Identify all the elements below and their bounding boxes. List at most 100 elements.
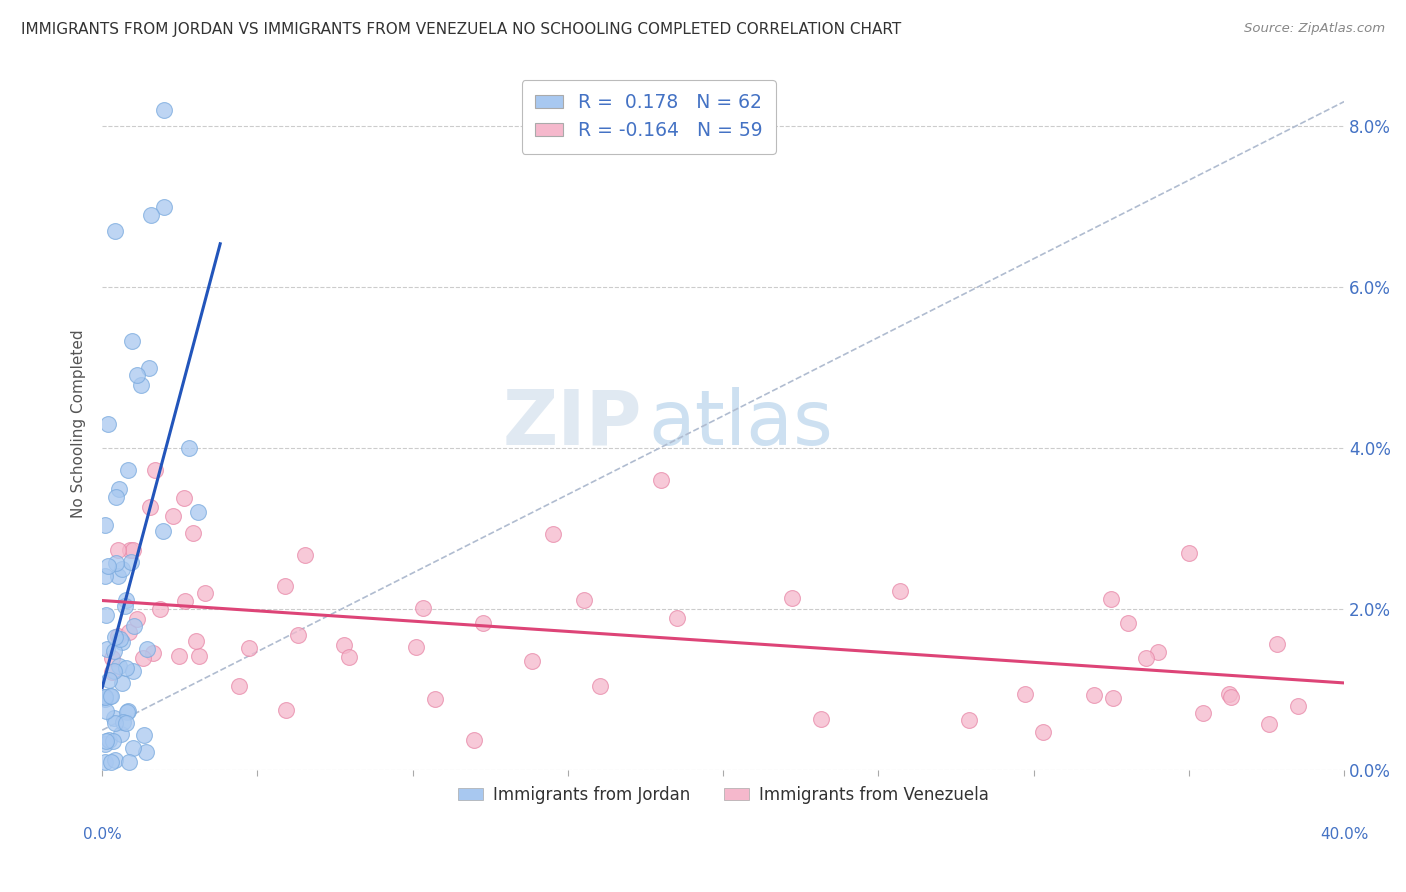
Point bbox=[122, 665, 145, 679]
Point bbox=[97, 417, 120, 431]
Point bbox=[574, 593, 596, 607]
Point bbox=[107, 569, 129, 583]
Point bbox=[103, 711, 125, 725]
Point bbox=[1099, 591, 1122, 606]
Point bbox=[405, 640, 427, 654]
Point bbox=[94, 733, 117, 747]
Point bbox=[122, 741, 145, 756]
Point bbox=[94, 738, 117, 752]
Point bbox=[1101, 690, 1123, 705]
Point bbox=[94, 692, 117, 706]
Point bbox=[104, 715, 127, 730]
Point bbox=[194, 586, 217, 600]
Point bbox=[94, 518, 117, 533]
Point bbox=[114, 599, 136, 613]
Point bbox=[107, 542, 129, 557]
Text: Source: ZipAtlas.com: Source: ZipAtlas.com bbox=[1244, 22, 1385, 36]
Point bbox=[1032, 724, 1054, 739]
Point bbox=[114, 593, 136, 607]
Point bbox=[1218, 687, 1240, 701]
Point bbox=[238, 641, 260, 656]
Point bbox=[153, 201, 176, 215]
Point bbox=[1219, 690, 1241, 704]
Point bbox=[138, 360, 160, 375]
Point bbox=[187, 505, 209, 519]
Point bbox=[103, 643, 125, 657]
Point bbox=[1116, 615, 1139, 630]
Point bbox=[96, 642, 118, 657]
Text: 0.0%: 0.0% bbox=[83, 827, 121, 842]
Point bbox=[167, 648, 190, 663]
Point bbox=[889, 584, 911, 599]
Point bbox=[139, 500, 162, 515]
Point bbox=[94, 569, 117, 583]
Point bbox=[98, 689, 121, 703]
Point bbox=[121, 543, 143, 558]
Point bbox=[94, 690, 117, 704]
Point bbox=[101, 734, 124, 748]
Point bbox=[287, 628, 309, 642]
Point bbox=[94, 690, 117, 705]
Point bbox=[104, 630, 127, 644]
Text: ZIP: ZIP bbox=[503, 387, 643, 461]
Point bbox=[142, 646, 165, 660]
Point bbox=[1191, 706, 1213, 721]
Point bbox=[125, 611, 148, 625]
Point bbox=[650, 473, 672, 487]
Point bbox=[135, 745, 157, 759]
Point bbox=[107, 629, 129, 643]
Point bbox=[337, 650, 360, 665]
Point bbox=[111, 635, 134, 649]
Point bbox=[188, 648, 211, 663]
Point bbox=[100, 689, 122, 703]
Point bbox=[121, 334, 143, 348]
Point bbox=[782, 591, 804, 606]
Point bbox=[136, 642, 159, 657]
Point bbox=[103, 664, 125, 678]
Point bbox=[1135, 650, 1157, 665]
Point bbox=[472, 616, 495, 631]
Point bbox=[117, 463, 139, 477]
Point bbox=[541, 527, 564, 541]
Point bbox=[294, 548, 316, 562]
Point bbox=[589, 679, 612, 693]
Point bbox=[115, 661, 138, 675]
Point bbox=[104, 223, 127, 237]
Point bbox=[115, 716, 138, 731]
Point bbox=[94, 704, 117, 718]
Point bbox=[174, 593, 197, 607]
Point bbox=[1258, 716, 1281, 731]
Point bbox=[111, 562, 134, 576]
Point bbox=[1083, 689, 1105, 703]
Point bbox=[162, 508, 184, 523]
Point bbox=[110, 726, 132, 740]
Point bbox=[134, 728, 156, 742]
Point bbox=[666, 611, 689, 625]
Point bbox=[149, 601, 172, 615]
Point bbox=[111, 676, 134, 690]
Point bbox=[105, 556, 128, 570]
Text: 40.0%: 40.0% bbox=[1320, 827, 1368, 842]
Point bbox=[957, 713, 980, 727]
Point bbox=[118, 756, 141, 770]
Text: atlas: atlas bbox=[648, 387, 834, 461]
Point bbox=[132, 651, 155, 665]
Point bbox=[186, 634, 208, 648]
Point bbox=[181, 525, 204, 540]
Point bbox=[153, 103, 176, 117]
Point bbox=[274, 579, 297, 593]
Point bbox=[108, 632, 131, 647]
Point bbox=[105, 490, 128, 504]
Text: IMMIGRANTS FROM JORDAN VS IMMIGRANTS FROM VENEZUELA NO SCHOOLING COMPLETED CORRE: IMMIGRANTS FROM JORDAN VS IMMIGRANTS FRO… bbox=[21, 22, 901, 37]
Point bbox=[97, 733, 120, 747]
Point bbox=[520, 654, 543, 668]
Point bbox=[228, 679, 250, 693]
Point bbox=[120, 542, 142, 557]
Point bbox=[127, 368, 149, 382]
Point bbox=[179, 441, 201, 455]
Point bbox=[412, 601, 434, 615]
Point bbox=[276, 703, 298, 717]
Point bbox=[1178, 546, 1201, 560]
Point bbox=[1286, 698, 1309, 713]
Point bbox=[100, 755, 122, 769]
